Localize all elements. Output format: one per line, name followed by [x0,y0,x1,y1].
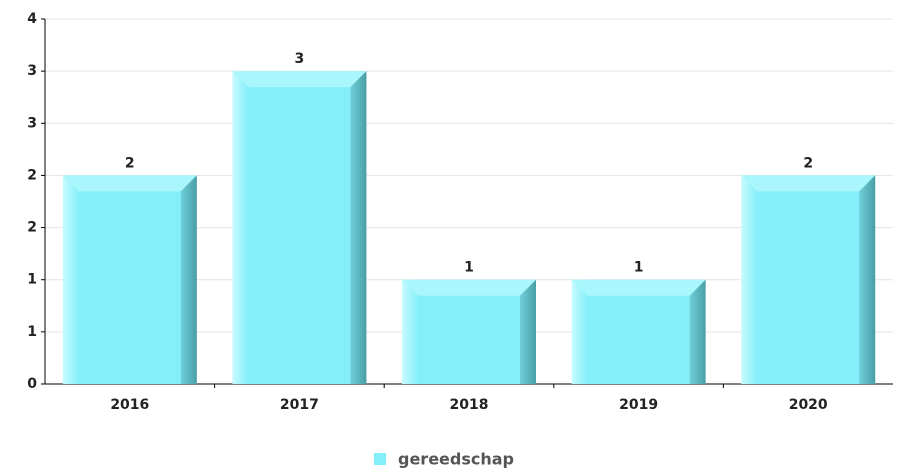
bar-front [571,279,706,384]
y-tick-label: 2 [27,167,37,183]
bar [741,175,876,384]
bar [232,71,367,385]
bar-front [62,175,197,384]
y-tick-label: 0 [27,376,37,392]
x-tick-label: 2017 [280,397,319,413]
bar [402,279,536,384]
y-tick-label: 3 [27,63,37,79]
y-tick-label: 4 [27,11,37,27]
bar-top [232,71,367,88]
bar-front [402,279,536,384]
bar-top [741,175,876,192]
data-label: 3 [295,51,305,67]
y-tick-label: 1 [27,272,37,288]
y-tick-label: 2 [27,220,37,236]
bar-front [741,175,876,384]
bar-side [180,175,197,384]
bar-top [62,175,197,192]
data-label: 2 [125,155,135,171]
data-label: 1 [634,260,644,276]
bar [62,175,197,384]
bar-top [571,279,706,296]
bar-side [520,279,536,384]
y-tick-label: 3 [27,115,37,131]
legend-swatch [374,453,386,465]
bar-top [402,279,536,296]
x-tick-label: 2020 [789,397,828,413]
x-tick-label: 2018 [450,397,489,413]
bar-side [859,175,876,384]
bar-side [350,71,367,385]
x-tick-label: 2016 [110,397,149,413]
data-label: 1 [464,260,474,276]
y-tick-label: 1 [27,324,37,340]
bar-side [689,279,706,384]
bar-front [232,71,367,385]
x-tick-label: 2019 [619,397,658,413]
bar [571,279,706,384]
legend-label: gereedschap [398,450,514,469]
data-label: 2 [803,155,813,171]
